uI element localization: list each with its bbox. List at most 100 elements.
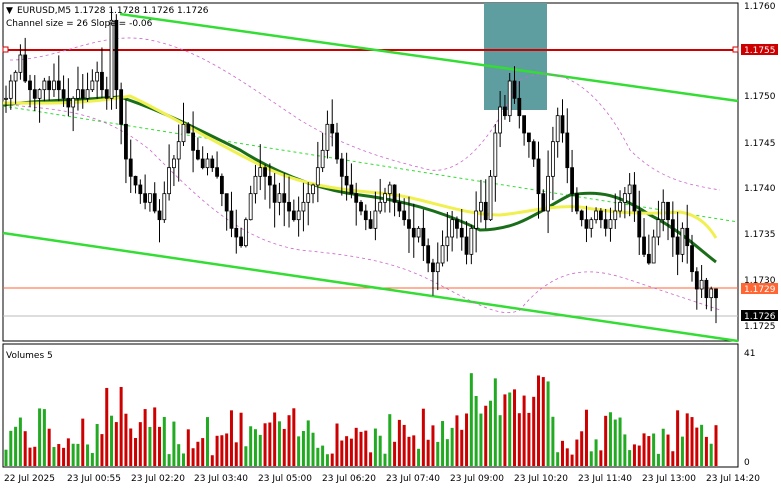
volume-bar [594,439,598,466]
volume-bar [584,409,588,466]
time-tick: 23 Jul 09:00 [450,474,504,484]
volume-bar [608,412,612,466]
volume-bar [42,409,46,466]
volume-bar [714,425,718,466]
volume-bar [33,446,37,466]
candle-body [464,236,469,255]
candle-body [407,219,411,229]
time-tick: 22 Jul 2025 [4,474,55,484]
candle-body [598,210,603,221]
candle-body [690,245,694,273]
candle-body [651,236,656,264]
candle-body [282,193,287,203]
volume-min-label: 0 [744,458,750,468]
candle-body [210,158,215,169]
channel-upper-line[interactable] [119,12,739,103]
volume-bar [431,425,435,466]
candle-body [670,219,675,238]
candle-body [392,184,397,203]
candle-body [675,236,680,255]
volume-bar [292,408,296,466]
resistance-handle-left[interactable] [2,46,9,53]
candle-body [76,89,80,99]
volume-bar [445,439,449,466]
candle-body [450,219,455,238]
volume-bar [210,455,214,466]
candle-body [613,210,618,221]
volume-bar [52,447,56,466]
candle-body [301,201,306,212]
channel-lower-line[interactable] [2,231,739,343]
volume-bar [95,424,99,466]
volume-bar [162,416,166,466]
candle-body [574,193,579,212]
volume-bar [76,443,80,466]
candle-body [176,141,181,160]
volume-bar [340,440,344,466]
volume-bar [513,389,517,466]
candle-body [124,123,128,160]
candle-body [28,80,32,91]
candle-body [80,89,85,99]
resistance-handle-right[interactable] [732,46,739,53]
volume-bar [263,423,267,466]
volume-bar [604,415,608,466]
volume-bar [517,413,521,466]
volume-bar [661,428,665,466]
volume-bar [143,409,147,466]
candle-body [646,253,651,264]
volume-bar [57,444,61,466]
candle-body [627,184,632,195]
candle-body [699,279,704,290]
volume-bar [551,416,555,466]
envelope-lower [9,104,721,314]
volume-bar [239,412,243,466]
volume-bar [201,438,205,466]
candle-body [109,19,114,99]
volume-bar [196,441,200,466]
time-tick: 23 Jul 13:00 [642,474,696,484]
volume-bar [417,448,421,466]
volume-bar [301,431,305,466]
volume-bar [249,426,253,466]
volume-bar [138,422,142,466]
candle-body [330,123,335,134]
volume-bar [522,395,526,466]
volume-bar [105,387,109,466]
volume-bar [220,435,224,466]
ma-slow-line [2,94,718,239]
volume-bar [676,410,680,466]
candle-body [507,80,512,117]
candles-group [4,8,718,324]
price-tick: 1.1745 [744,139,776,149]
volume-bars-group [4,373,718,466]
symbol-header: EURUSD,M5 1.1728 1.1728 1.1726 1.1726 [17,6,209,16]
candle-body [61,89,66,99]
volume-bar [637,445,641,466]
time-tick: 23 Jul 06:20 [322,474,376,484]
volume-bar [273,412,277,466]
candle-body [90,80,95,91]
candle-body [709,288,714,299]
volume-bar [704,436,708,466]
candle-body [632,184,637,212]
triangle-icon[interactable]: ▼ [6,6,13,16]
ma-fast-line [2,95,717,264]
volume-bar [277,421,281,466]
candle-body [622,193,627,203]
candle-body [325,123,330,151]
candle-body [459,227,464,238]
volume-bar [393,441,397,466]
volume-bar [225,433,229,466]
current-price-label: 1.1726 [744,312,776,322]
volume-bar [110,415,114,466]
volume-bar [167,454,171,466]
candle-body [488,175,493,221]
volume-bar [690,417,694,466]
volume-bar [436,441,440,466]
candle-body [589,219,594,229]
volume-bar [119,386,123,466]
candle-body [47,80,52,91]
